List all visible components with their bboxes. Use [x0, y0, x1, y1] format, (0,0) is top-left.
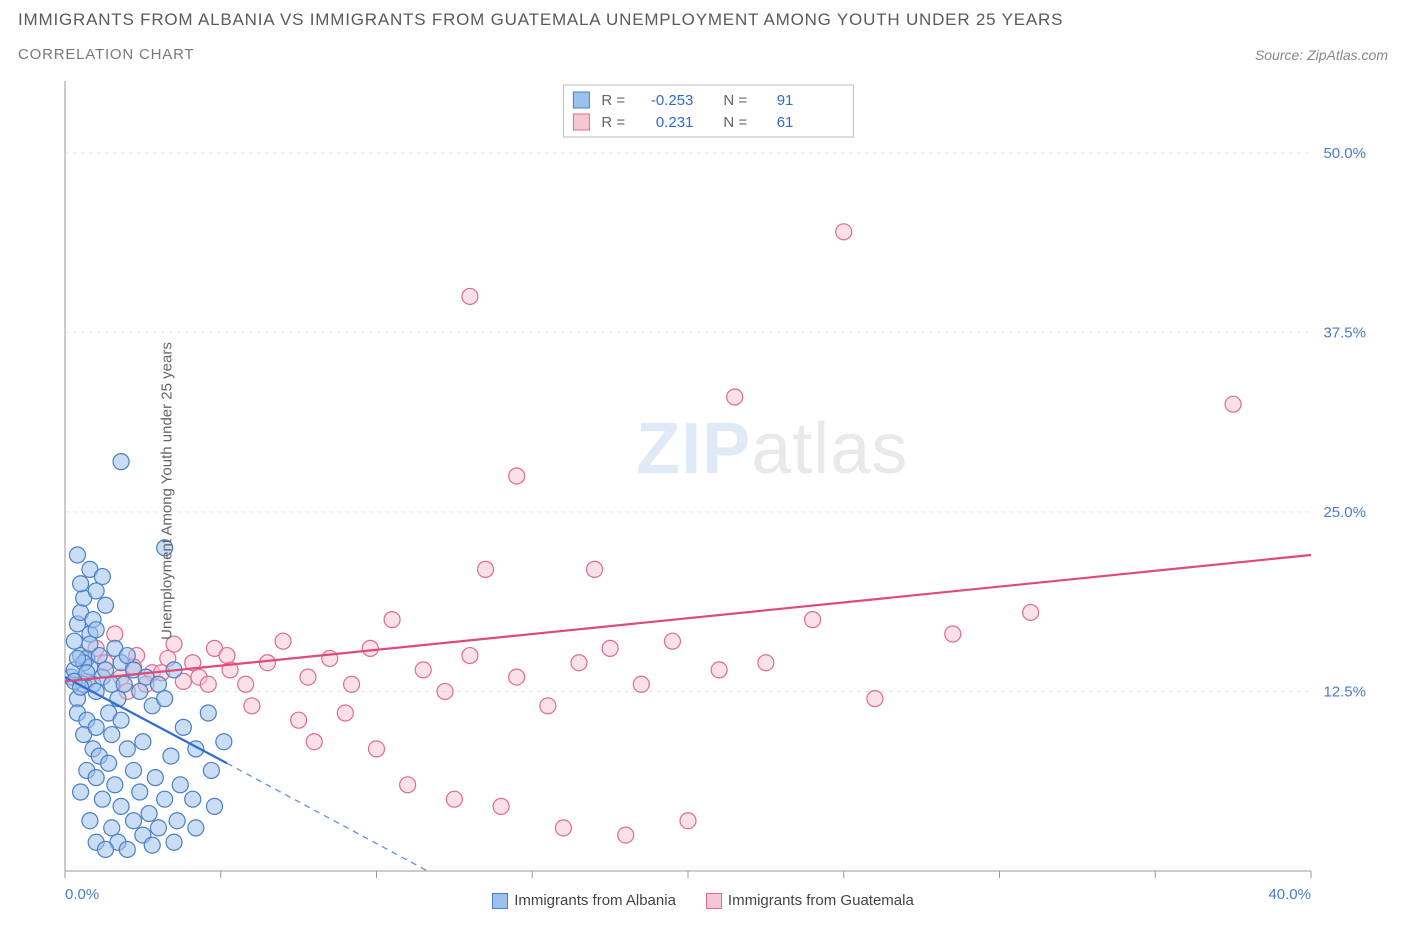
- legend-item-albania: Immigrants from Albania: [492, 892, 676, 909]
- chart-title: Immigrants from Albania vs Immigrants fr…: [18, 10, 1063, 30]
- chart-header: Immigrants from Albania vs Immigrants fr…: [10, 10, 1396, 71]
- bottom-legend: Immigrants from Albania Immigrants from …: [10, 892, 1396, 909]
- chart-container: Unemployment Among Youth under 25 years …: [10, 71, 1396, 911]
- svg-text:61: 61: [777, 114, 794, 131]
- chart-subtitle: Correlation Chart: [18, 46, 1063, 63]
- svg-text:37.5%: 37.5%: [1323, 324, 1366, 341]
- svg-text:91: 91: [777, 92, 794, 109]
- svg-text:R =: R =: [601, 92, 625, 109]
- y-axis-label: Unemployment Among Youth under 25 years: [158, 342, 175, 640]
- legend-label-albania: Immigrants from Albania: [514, 892, 676, 909]
- svg-text:N =: N =: [723, 114, 747, 131]
- legend-label-guatemala: Immigrants from Guatemala: [728, 892, 914, 909]
- svg-text:-0.253: -0.253: [651, 92, 694, 109]
- svg-text:50.0%: 50.0%: [1323, 145, 1366, 162]
- legend-swatch-guatemala: [706, 893, 722, 909]
- svg-text:0.231: 0.231: [656, 114, 694, 131]
- svg-text:R =: R =: [601, 114, 625, 131]
- svg-text:25.0%: 25.0%: [1323, 504, 1366, 521]
- legend-swatch-albania: [492, 893, 508, 909]
- svg-text:12.5%: 12.5%: [1323, 683, 1366, 700]
- source-label: Source: ZipAtlas.com: [1255, 47, 1388, 63]
- legend-item-guatemala: Immigrants from Guatemala: [706, 892, 914, 909]
- svg-text:N =: N =: [723, 92, 747, 109]
- scatter-plot-svg: 12.5%25.0%37.5%50.0%0.0%40.0%R =-0.253N …: [10, 71, 1396, 911]
